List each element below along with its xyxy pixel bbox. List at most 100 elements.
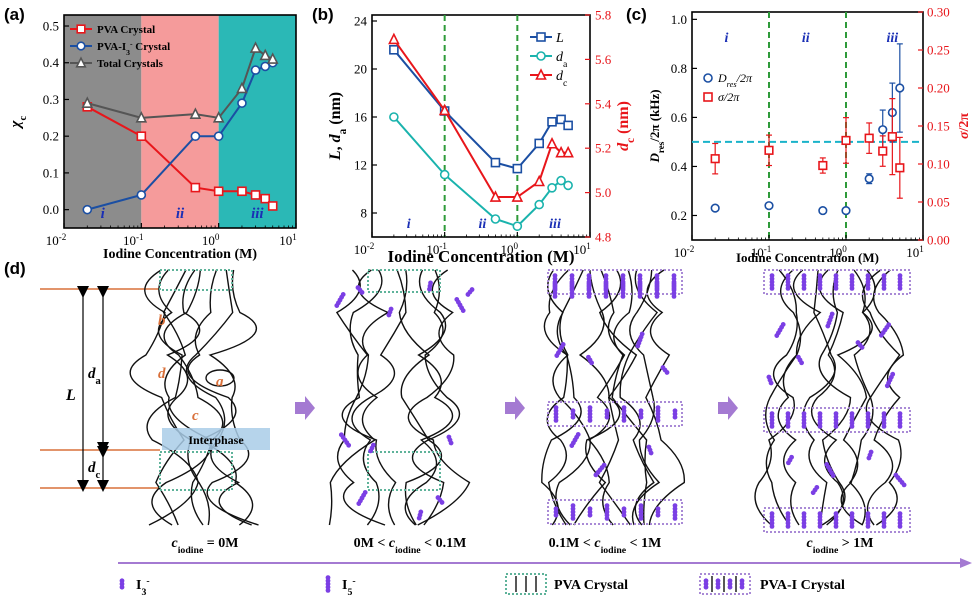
c-y-tick-label: 0.6 <box>671 110 688 125</box>
stage-2 <box>328 269 475 526</box>
data-point <box>556 114 566 125</box>
iodine-atom <box>672 414 678 420</box>
iodine-atom <box>849 524 855 529</box>
y2-axis-title: dc (nm) <box>615 101 637 151</box>
data-point <box>439 169 450 180</box>
iodine-atom <box>865 524 871 529</box>
legend-marker <box>536 32 546 42</box>
i5-ion <box>554 342 566 358</box>
data-point <box>864 174 874 184</box>
c-x-tick-label: 10-2 <box>674 244 695 260</box>
iodine-atom <box>621 512 627 518</box>
a-y-tick-label: 0.2 <box>43 129 59 144</box>
a-y-tick-label: 0.5 <box>43 19 59 34</box>
data-point <box>555 145 567 158</box>
iodine-atom <box>703 584 709 590</box>
i3-ion <box>715 578 721 590</box>
data-point <box>547 117 557 127</box>
iodine-atom <box>334 303 340 308</box>
polymer-chain <box>629 269 661 526</box>
i3-ion <box>655 506 661 518</box>
iodine-atom <box>586 294 592 299</box>
i5-ion <box>454 297 466 313</box>
polymer-chain <box>818 269 852 526</box>
i3-ion <box>604 408 610 420</box>
i3-ion <box>570 408 576 420</box>
iodine-atom <box>569 294 575 299</box>
polymer-chain <box>866 269 905 526</box>
data-point <box>213 131 224 141</box>
legend-pva-crystal: PVA Crystal <box>554 578 628 593</box>
iodine-atom <box>620 294 626 299</box>
iodine-atom <box>901 482 907 488</box>
i5-ion <box>884 371 896 389</box>
polymer-chain <box>619 269 659 526</box>
data-point <box>512 163 523 174</box>
a-y-tick-label: 0.4 <box>43 55 60 70</box>
data-point <box>250 65 261 75</box>
i5-ion <box>620 281 626 299</box>
c-y2-tick-label: 0.15 <box>927 119 950 134</box>
iodine-atom <box>570 414 576 420</box>
i5-ion <box>865 411 871 429</box>
data-point <box>190 131 201 141</box>
polymer-chain <box>598 269 638 526</box>
legend-entry: da <box>556 50 568 70</box>
b-x-tick-label: 10-2 <box>354 241 375 257</box>
data-point <box>710 203 720 213</box>
pva-i-crystal-box <box>547 499 683 525</box>
a-y-tick-label: 0.1 <box>43 165 59 180</box>
i3-ion <box>672 408 678 420</box>
data-point <box>236 81 248 94</box>
polymer-chain <box>777 269 822 526</box>
iodine-atom <box>865 424 871 429</box>
i5-ion <box>774 322 786 338</box>
i5-ion <box>865 511 871 529</box>
interphase-label: Interphase <box>188 433 244 447</box>
data-point <box>562 145 574 158</box>
iodine-atom <box>769 424 775 429</box>
iodine-atom <box>553 512 559 518</box>
i5-ion <box>638 503 644 521</box>
data-point <box>864 133 874 143</box>
b-y-tick-label: 12 <box>354 158 367 173</box>
data-point <box>135 111 148 123</box>
iodine-atom <box>849 424 855 429</box>
iodine-atom <box>416 515 422 521</box>
data-point <box>841 205 851 216</box>
iodine-atom <box>833 524 839 529</box>
polymer-chain <box>151 269 213 526</box>
polymer-chain <box>163 269 224 526</box>
chain-loop <box>205 369 235 387</box>
i3-ion <box>855 340 865 350</box>
iodine-atom <box>830 473 836 478</box>
i3-ion <box>785 454 795 466</box>
chart-a: (a) i ii iii 10-2 10-1 100 1010.00.10.20.30.4… <box>4 5 297 262</box>
iodine-atom <box>727 584 733 590</box>
stage-condition-label: 0M < ciodine < 0.1M <box>354 536 467 556</box>
i3-ion <box>446 434 454 446</box>
polymer-chain <box>541 269 582 526</box>
polymer-chain <box>328 269 379 526</box>
i3-ion <box>386 306 394 318</box>
region-label-iii: iii <box>549 217 561 232</box>
i5-ion <box>849 511 855 529</box>
legend-marker <box>76 41 86 51</box>
iodine-atom <box>817 524 823 529</box>
stage-4 <box>754 269 911 533</box>
data-point <box>82 204 93 215</box>
data-point <box>189 107 202 119</box>
i5-ion <box>769 411 775 429</box>
iodine-atom <box>570 516 576 521</box>
iodine-atom <box>465 292 471 297</box>
data-point <box>895 163 905 173</box>
data-point <box>511 190 524 202</box>
data-point <box>389 112 399 122</box>
polymer-chain <box>543 269 570 526</box>
iodine-atom <box>859 345 865 350</box>
data-point <box>438 103 451 116</box>
data-point <box>388 32 400 45</box>
c-y2-tick-label: 0.20 <box>927 81 950 96</box>
iodine-atom <box>671 294 677 299</box>
